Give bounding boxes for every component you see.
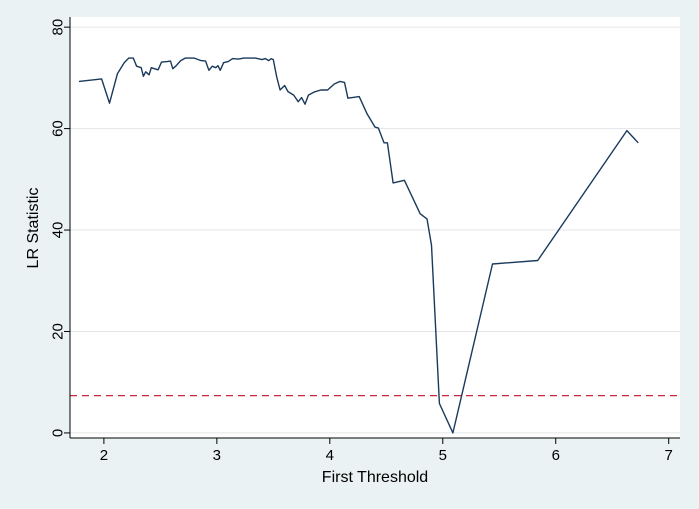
x-tick-label: 2 bbox=[100, 447, 108, 464]
grid-lines bbox=[70, 26, 680, 434]
x-tick-label: 6 bbox=[552, 447, 560, 464]
y-tick-label: 20 bbox=[50, 323, 67, 340]
x-ticks: 2 3 4 5 6 7 bbox=[100, 438, 673, 464]
plot-area bbox=[70, 17, 680, 438]
y-tick-label: 60 bbox=[50, 120, 67, 137]
y-tick-label: 0 bbox=[50, 429, 67, 437]
x-tick-label: 5 bbox=[439, 447, 447, 464]
series-layer bbox=[78, 57, 639, 434]
axes bbox=[69, 17, 680, 439]
y-axis-title: LR Statistic bbox=[25, 188, 42, 269]
lr-statistic-line bbox=[78, 57, 639, 434]
x-tick-label: 7 bbox=[665, 447, 673, 464]
y-tick-label: 80 bbox=[50, 19, 67, 36]
x-tick-label: 4 bbox=[326, 447, 334, 464]
x-axis-title: First Threshold bbox=[322, 469, 428, 486]
y-tick-label: 40 bbox=[50, 222, 67, 239]
y-ticks: 0 20 40 60 80 bbox=[50, 19, 70, 437]
x-tick-label: 3 bbox=[213, 447, 221, 464]
